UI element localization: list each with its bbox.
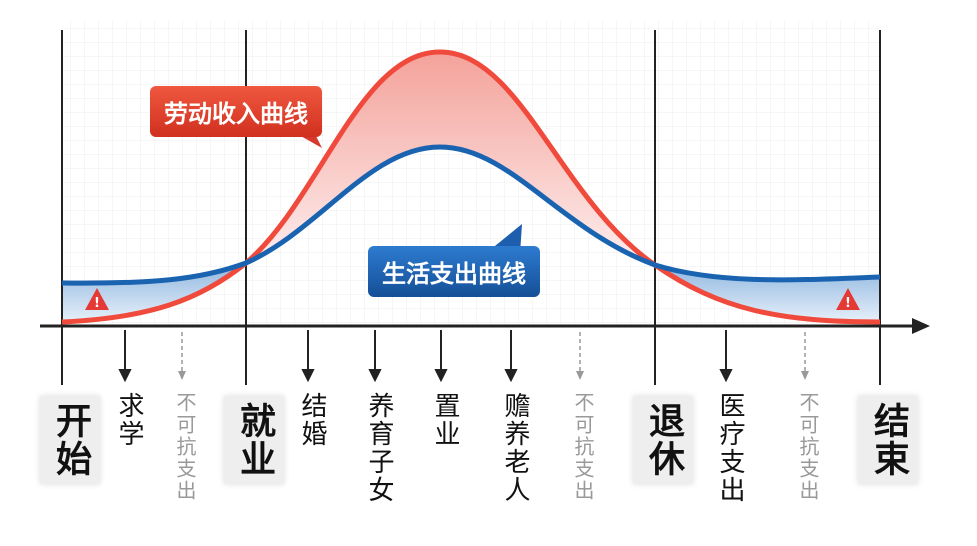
event-label: 置业 — [430, 392, 460, 448]
warning-icon: ! — [85, 288, 109, 311]
dashed-arrow-heads — [178, 371, 809, 380]
stage-label: 开始 — [40, 396, 100, 484]
event-label: 求学 — [114, 392, 144, 448]
income-callout: 劳动收入曲线 — [150, 86, 322, 137]
event-label: 不可抗支出 — [571, 392, 595, 502]
event-label: 医疗支出 — [715, 392, 745, 504]
dashed-arrows — [181, 332, 806, 372]
event-label: 养育子女 — [364, 392, 394, 504]
event-label: 不可抗支出 — [796, 392, 820, 502]
event-label: 不可抗支出 — [173, 392, 197, 502]
event-arrows — [118, 330, 733, 383]
event-label: 结婚 — [297, 392, 327, 448]
event-label: 赡养老人 — [500, 392, 530, 504]
income-curve — [61, 49, 881, 325]
expense-curve — [61, 144, 881, 286]
expense-callout: 生活支出曲线 — [368, 246, 540, 297]
stage-label: 结束 — [858, 396, 918, 484]
svg-text:!: ! — [845, 296, 851, 311]
stage-label: 就业 — [224, 396, 284, 484]
axis-arrow — [912, 318, 930, 334]
warning-icon: ! — [836, 288, 860, 311]
stage-label: 退休 — [633, 396, 693, 484]
svg-text:!: ! — [94, 296, 100, 311]
